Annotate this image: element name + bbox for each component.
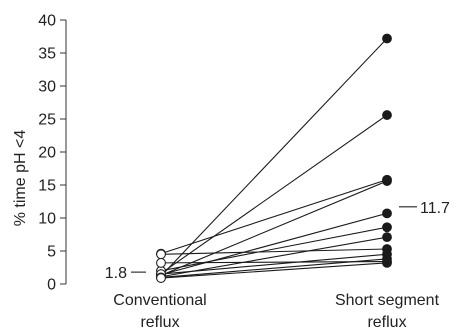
pair-line	[160, 212, 388, 276]
short-segment-reflux-point	[382, 232, 392, 243]
pair-lines-layer	[160, 38, 388, 279]
median-markers-layer: 1.8 11.7	[105, 200, 450, 282]
y-tick-label: 10	[38, 211, 56, 228]
pair-line	[160, 236, 388, 278]
y-axis-label: % time pH <4	[12, 130, 29, 227]
x-category-label-line2: reflux	[367, 314, 406, 331]
y-tick-layer: 0 5 10 15 20 25 30 35 40	[38, 13, 66, 294]
y-tick-label: 35	[38, 46, 56, 63]
pair-line	[160, 261, 388, 264]
conventional-reflux-point	[156, 257, 166, 268]
pair-line	[160, 114, 388, 274]
conventional-reflux-point	[156, 249, 166, 260]
x-category-conventional: Conventional reflux	[113, 292, 206, 331]
median-label-short-segment: 11.7	[420, 200, 450, 217]
short-segment-reflux-point	[382, 176, 392, 186]
pair-line	[160, 38, 388, 277]
y-tick-label: 5	[47, 244, 56, 261]
y-tick-label: 0	[47, 277, 56, 294]
short-segment-reflux-point	[382, 257, 392, 268]
y-tick-label: 40	[38, 13, 56, 30]
median-label-conventional: 1.8	[105, 265, 127, 282]
pair-line	[160, 180, 388, 276]
pair-line	[160, 262, 388, 279]
y-tick-label: 30	[38, 79, 56, 96]
y-tick-label: 15	[38, 178, 56, 195]
short-segment-reflux-point	[382, 33, 392, 44]
pair-line	[160, 248, 388, 255]
pair-line	[160, 226, 388, 272]
y-tick-label: 25	[38, 112, 56, 129]
short-segment-reflux-point	[382, 110, 392, 120]
short-segment-reflux-point	[382, 208, 392, 219]
x-category-short-segment: Short segment reflux	[335, 292, 440, 331]
x-category-label-line2: reflux	[140, 314, 179, 331]
y-tick-label: 20	[38, 145, 56, 162]
conventional-reflux-point	[156, 273, 166, 284]
pair-line	[160, 179, 388, 255]
short-segment-reflux-point	[382, 222, 392, 233]
pair-line	[160, 253, 388, 275]
x-category-label-line1: Conventional	[113, 292, 206, 309]
data-points-layer	[156, 33, 392, 284]
x-category-label-line1: Short segment	[335, 292, 440, 309]
